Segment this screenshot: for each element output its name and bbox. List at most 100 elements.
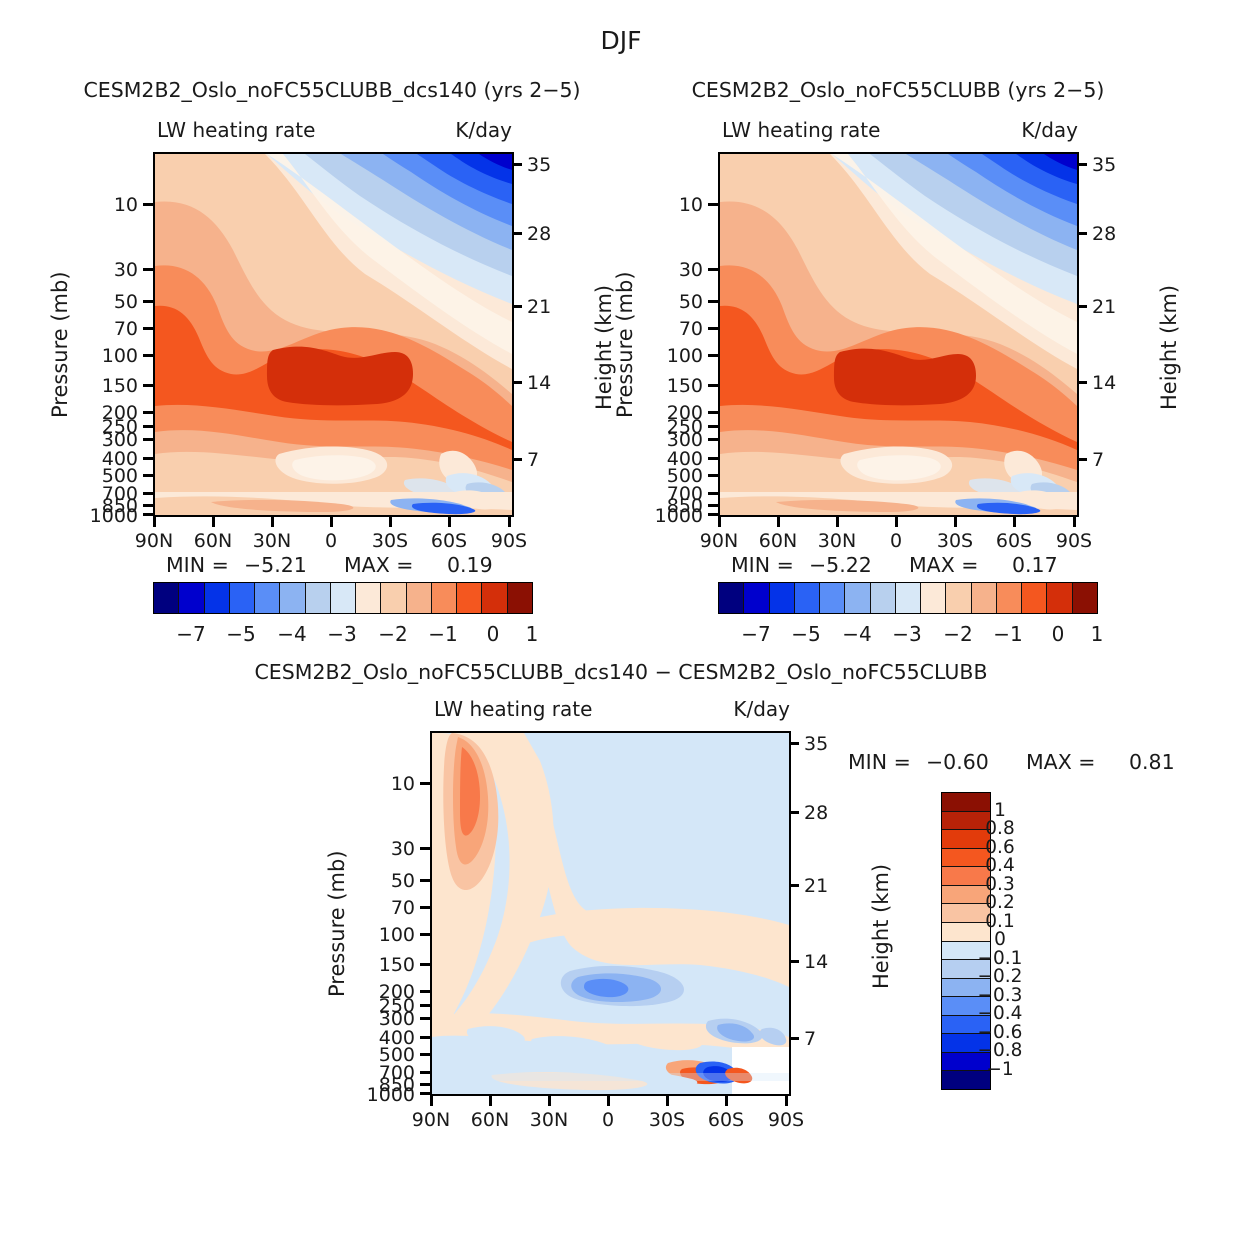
lat-tick-90S-r: 90S — [1056, 530, 1092, 552]
lat-tick-60S-b: 60S — [708, 1109, 744, 1131]
cb-label-right-3: −3 — [892, 622, 921, 646]
lat-tick-90S: 90S — [491, 530, 527, 552]
min-label-bottom: MIN = — [848, 750, 911, 774]
lat-tick-60S-r: 60S — [996, 530, 1032, 552]
pressure-tick-30: 30 — [114, 259, 138, 281]
panel-units-bottom: K/day — [733, 697, 790, 721]
lat-tick-90S-b: 90S — [768, 1109, 804, 1131]
colorbar-segment — [482, 583, 507, 613]
min-value-left: −5.21 — [244, 553, 307, 577]
panel-units-top-right: K/day — [1021, 118, 1078, 142]
colorbar-segment — [381, 583, 406, 613]
max-label-right: MAX = — [909, 553, 978, 577]
lat-tick-90N-b: 90N — [412, 1109, 450, 1131]
lat-tick-60N-r: 60N — [759, 530, 797, 552]
colorbar-segment — [942, 830, 990, 849]
plot-area-bottom-diff — [430, 731, 791, 1096]
cb-label-right-0: −7 — [741, 622, 770, 646]
minmax-bottom: MIN = −0.60 MAX = 0.81 — [848, 750, 911, 774]
colorbar-segment — [921, 583, 946, 613]
cb-label-left-4: −2 — [378, 622, 407, 646]
colorbar-segment — [942, 904, 990, 923]
height-axis-title-bottom: Height (km) — [869, 864, 893, 989]
colorbar-segment — [179, 583, 204, 613]
colorbar-segment — [972, 583, 997, 613]
cb-label-left-3: −3 — [327, 622, 356, 646]
min-label-left: MIN = — [166, 553, 229, 577]
colorbar-top-left[interactable] — [153, 582, 533, 614]
colorbar-segment — [255, 583, 280, 613]
height-tick-28-r: 28 — [1092, 223, 1116, 245]
colorbar-segment — [1022, 583, 1047, 613]
lat-tick-90N-r: 90N — [700, 530, 738, 552]
pressure-tick-30-r: 30 — [679, 259, 703, 281]
pressure-tick-150-b: 150 — [379, 954, 415, 976]
colorbar-segment — [942, 1071, 990, 1089]
height-tick-7: 7 — [527, 449, 539, 471]
pressure-tick-10-r: 10 — [679, 194, 703, 216]
colorbar-top-right[interactable] — [718, 582, 1098, 614]
cb-label-right-6: 0 — [1052, 622, 1065, 646]
colorbar-segment — [997, 583, 1022, 613]
height-axis-title-right: Height (km) — [1157, 285, 1181, 410]
lat-tick-60S: 60S — [431, 530, 467, 552]
cb-label-right-4: −2 — [943, 622, 972, 646]
minmax-top-left: MIN = −5.21 MAX = 0.19 — [166, 553, 229, 577]
pressure-tick-10-b: 10 — [391, 773, 415, 795]
min-value-right: −5.22 — [809, 553, 872, 577]
panel-units-top-left: K/day — [455, 118, 512, 142]
pressure-tick-50-r: 50 — [679, 291, 703, 313]
pressure-tick-30-b: 30 — [391, 838, 415, 860]
colorbar-segment — [154, 583, 179, 613]
pressure-tick-70-r: 70 — [679, 318, 703, 340]
lat-tick-30S-b: 30S — [649, 1109, 685, 1131]
max-value-left: 0.19 — [447, 553, 493, 577]
panel-variable-bottom: LW heating rate — [434, 697, 592, 721]
colorbar-segment — [280, 583, 305, 613]
pressure-axis-title-bottom: Pressure (mb) — [325, 850, 349, 997]
max-value-right: 0.17 — [1012, 553, 1058, 577]
cb-label-left-7: 1 — [526, 622, 539, 646]
colorbar-segment — [942, 886, 990, 905]
season-title: DJF — [600, 26, 641, 55]
colorbar-segment — [942, 849, 990, 868]
max-label-left: MAX = — [344, 553, 413, 577]
panel-variable-top-left: LW heating rate — [157, 118, 315, 142]
pressure-tick-70: 70 — [114, 318, 138, 340]
min-label-right: MIN = — [731, 553, 794, 577]
height-tick-14: 14 — [527, 372, 551, 394]
height-tick-7-b: 7 — [804, 1028, 816, 1050]
pressure-tick-150: 150 — [102, 375, 138, 397]
pressure-tick-100-r: 100 — [667, 345, 703, 367]
max-label-bottom: MAX = — [1026, 750, 1095, 774]
pressure-axis-title-right: Pressure (mb) — [613, 271, 637, 418]
colorbar-segment — [457, 583, 482, 613]
colorbar-segment — [1047, 583, 1072, 613]
cb-label-left-5: −1 — [428, 622, 457, 646]
colorbar-segment — [407, 583, 432, 613]
panel-title-bottom: CESM2B2_Oslo_noFC55CLUBB_dcs140 − CESM2B… — [254, 660, 987, 684]
lat-tick-30N-r: 30N — [818, 530, 856, 552]
lat-tick-30S: 30S — [372, 530, 408, 552]
pressure-tick-1000-b: 1000 — [367, 1084, 415, 1106]
colorbar-segment — [770, 583, 795, 613]
colorbar-segment — [896, 583, 921, 613]
pressure-tick-10: 10 — [114, 194, 138, 216]
pressure-tick-1000: 1000 — [90, 505, 138, 527]
cb-label-left-0: −7 — [176, 622, 205, 646]
colorbar-segment — [356, 583, 381, 613]
lat-tick-30N-b: 30N — [530, 1109, 568, 1131]
lat-tick-0: 0 — [325, 530, 337, 552]
height-tick-21-r: 21 — [1092, 296, 1116, 318]
colorbar-segment — [942, 812, 990, 831]
cb-label-left-6: 0 — [487, 622, 500, 646]
height-tick-28-b: 28 — [804, 802, 828, 824]
colorbar-segment — [942, 867, 990, 886]
height-tick-35-b: 35 — [804, 733, 828, 755]
pressure-tick-50-b: 50 — [391, 870, 415, 892]
pressure-axis-title-left: Pressure (mb) — [48, 271, 72, 418]
colorbar-segment — [871, 583, 896, 613]
height-tick-35: 35 — [527, 154, 551, 176]
cb-label-right-5: −1 — [993, 622, 1022, 646]
lat-tick-60N-b: 60N — [471, 1109, 509, 1131]
